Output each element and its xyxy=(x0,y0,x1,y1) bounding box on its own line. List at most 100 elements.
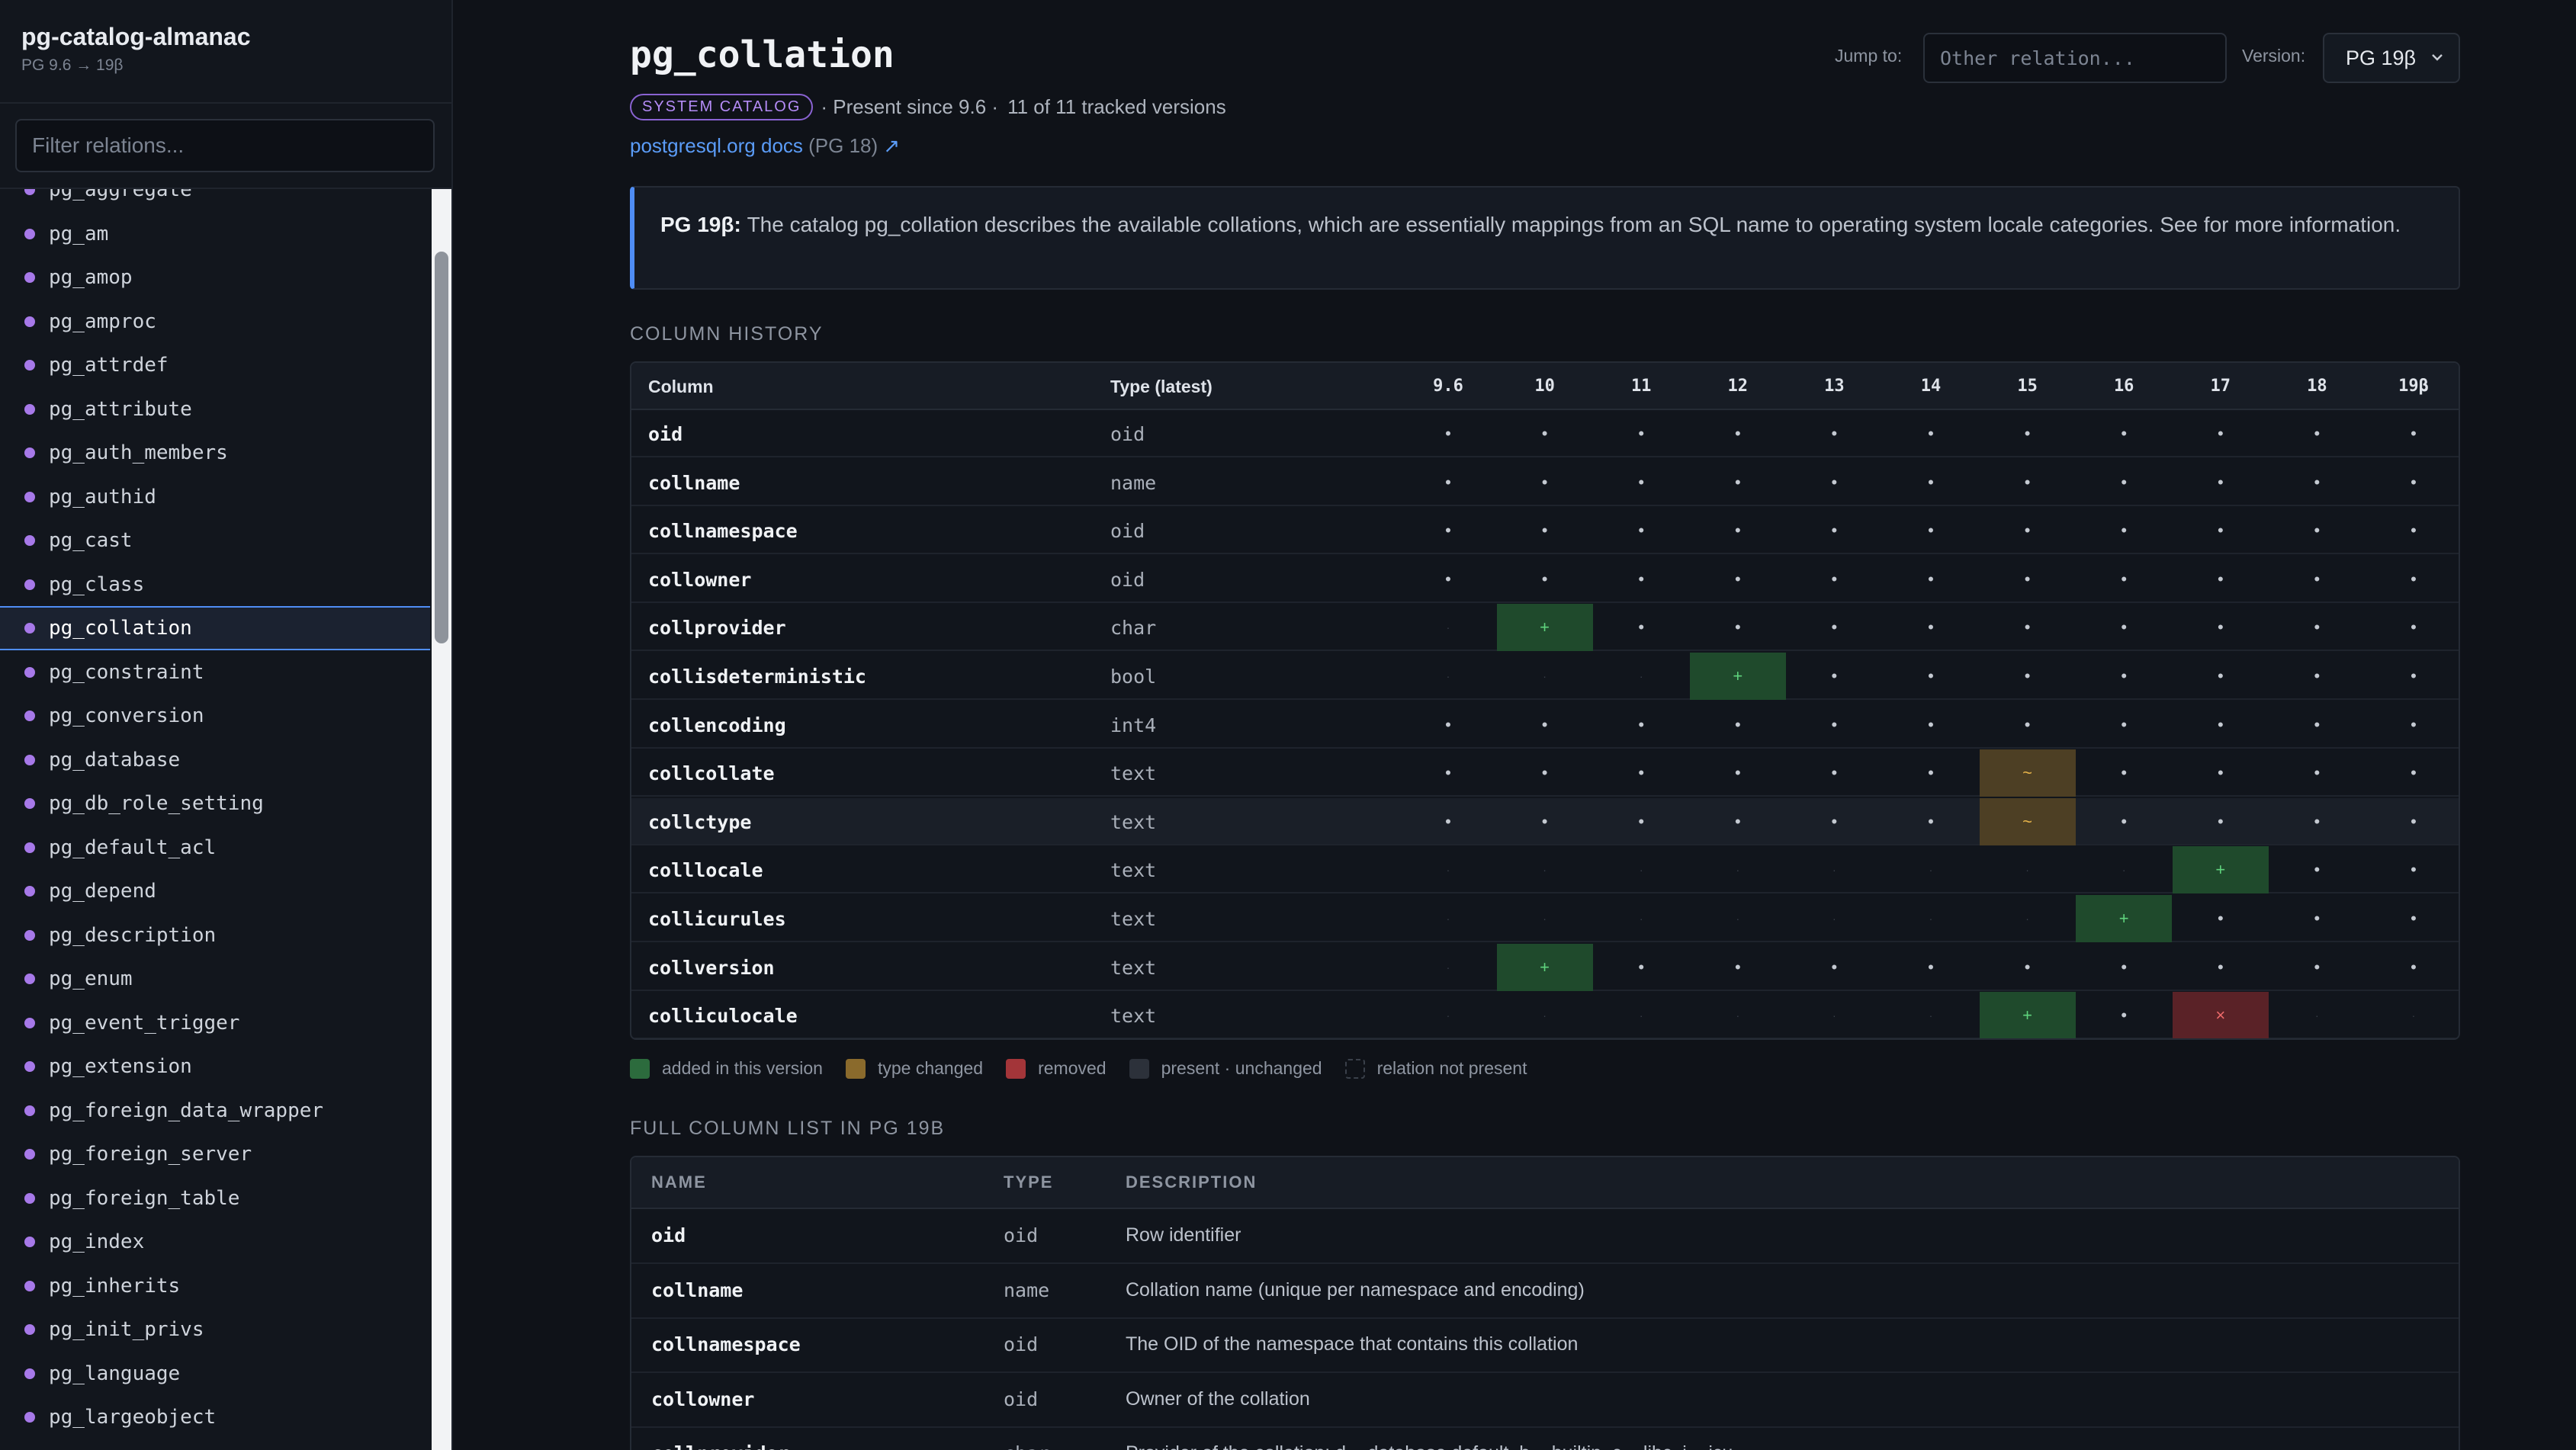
not-present-cell: · xyxy=(1446,961,1450,974)
sidebar-item-pg-authid[interactable]: pg_authid xyxy=(0,475,430,519)
present-cell: • xyxy=(2314,424,2321,443)
history-row[interactable]: collversion text · + • • • • • • • • • xyxy=(631,943,2459,991)
sidebar-item-pg-aggregate[interactable]: pg_aggregate xyxy=(0,189,430,212)
relation-dot-icon xyxy=(24,316,35,327)
history-row[interactable]: collcollate text • • • • • • ~ • • • • xyxy=(631,749,2459,797)
sidebar-item-pg-class[interactable]: pg_class xyxy=(0,563,430,607)
history-row[interactable]: collowner oid • • • • • • • • • • • xyxy=(631,556,2459,603)
relation-dot-icon xyxy=(24,1017,35,1028)
history-row[interactable]: collicurules text · · · · · · · + • • • xyxy=(631,895,2459,942)
history-column-type: oid xyxy=(1110,423,1145,445)
history-row[interactable]: collname name • • • • • • • • • • • xyxy=(631,459,2459,506)
history-row[interactable]: collisdeterministic bool · · · + • • • • • • • xyxy=(631,653,2459,700)
sidebar-item-pg-foreign-data-wrapper[interactable]: pg_foreign_data_wrapper xyxy=(0,1089,430,1133)
present-cell: • xyxy=(2121,424,2128,443)
not-present-cell: · xyxy=(1832,913,1836,925)
present-cell: • xyxy=(1928,521,1934,541)
sidebar-item-pg-cast[interactable]: pg_cast xyxy=(0,518,430,563)
present-cell: • xyxy=(2411,424,2417,443)
sidebar-item-pg-event-trigger[interactable]: pg_event_trigger xyxy=(0,1001,430,1045)
present-cell: • xyxy=(2217,763,2224,783)
present-cell: • xyxy=(2411,714,2417,734)
sidebar-item-pg-index[interactable]: pg_index xyxy=(0,1220,430,1264)
history-row[interactable]: collencoding int4 • • • • • • • • • • • xyxy=(631,701,2459,749)
docs-version: (PG 18) xyxy=(808,134,878,157)
table-row: collprovider char Provider of the collatio… xyxy=(631,1427,2459,1450)
jump-to-input[interactable] xyxy=(1923,33,2227,83)
sidebar-item-pg-attribute[interactable]: pg_attribute xyxy=(0,387,430,431)
sidebar-item-pg-auth-members[interactable]: pg_auth_members xyxy=(0,431,430,475)
sidebar-item-pg-amop[interactable]: pg_amop xyxy=(0,255,430,300)
sidebar-item-pg-init-privs[interactable]: pg_init_privs xyxy=(0,1307,430,1352)
brand: pg-catalog-almanac PG 9.6 → 19β xyxy=(21,21,251,75)
present-cell: • xyxy=(1928,811,1934,831)
history-row[interactable]: colllocale text · · · · · · · · + • • xyxy=(631,846,2459,894)
column-name: collprovider xyxy=(651,1442,789,1450)
present-cell: • xyxy=(1638,957,1645,977)
present-cell: • xyxy=(1734,569,1741,589)
not-present-cell: · xyxy=(1446,621,1450,634)
sidebar-item-pg-language[interactable]: pg_language xyxy=(0,1352,430,1396)
sidebar-item-pg-depend[interactable]: pg_depend xyxy=(0,869,430,913)
present-cell: • xyxy=(1734,521,1741,541)
present-cell: • xyxy=(2314,860,2321,880)
sidebar-item-pg-largeobject[interactable]: pg_largeobject xyxy=(0,1395,430,1439)
sidebar-item-pg-enum[interactable]: pg_enum xyxy=(0,957,430,1001)
tracked-versions-text: 11 of 11 tracked versions xyxy=(1007,95,1226,118)
docs-link[interactable]: postgresql.org docs xyxy=(630,134,803,157)
sidebar-item-pg-database[interactable]: pg_database xyxy=(0,738,430,782)
present-cell: • xyxy=(2314,909,2321,928)
present-cell: • xyxy=(1831,521,1838,541)
sidebar-item-pg-default-acl[interactable]: pg_default_acl xyxy=(0,826,430,870)
present-cell: • xyxy=(1734,424,1741,443)
sidebar-item-label: pg_extension xyxy=(49,1055,192,1078)
filter-relations-input[interactable] xyxy=(15,119,435,172)
sidebar-item-label: pg_init_privs xyxy=(49,1318,204,1341)
sidebar-item-pg-attrdef[interactable]: pg_attrdef xyxy=(0,343,430,387)
sidebar-item-pg-extension[interactable]: pg_extension xyxy=(0,1044,430,1089)
not-present-cell: · xyxy=(1543,670,1547,682)
version-header: 12 xyxy=(1727,377,1749,396)
relation-dot-icon xyxy=(24,448,35,458)
history-row[interactable]: collctype text • • • • • • ~ • • • • xyxy=(631,797,2459,845)
present-cell: • xyxy=(2314,618,2321,637)
sidebar-item-pg-collation[interactable]: pg_collation xyxy=(0,606,430,650)
page-title: pg_collation xyxy=(630,34,895,76)
history-row[interactable]: colliculocale text · · · · · · + • × · · xyxy=(631,992,2459,1038)
history-row[interactable]: oid oid • • • • • • • • • • • xyxy=(631,410,2459,457)
present-cell: • xyxy=(1928,569,1934,589)
column-name: collowner xyxy=(651,1387,755,1410)
sidebar: pg-catalog-almanac PG 9.6 → 19β pg_aggre… xyxy=(0,0,453,1450)
not-present-cell: · xyxy=(1832,864,1836,877)
sidebar-item-pg-conversion[interactable]: pg_conversion xyxy=(0,694,430,738)
sidebar-item-pg-foreign-table[interactable]: pg_foreign_table xyxy=(0,1176,430,1221)
history-row[interactable]: collnamespace oid • • • • • • • • • • • xyxy=(631,507,2459,555)
history-column-type: text xyxy=(1110,762,1157,785)
sidebar-item-pg-inherits[interactable]: pg_inherits xyxy=(0,1264,430,1308)
present-cell: • xyxy=(1445,569,1451,589)
system-catalog-badge: SYSTEM CATALOG xyxy=(630,93,814,120)
sidebar-item-pg-description[interactable]: pg_description xyxy=(0,913,430,958)
sidebar-item-pg-foreign-server[interactable]: pg_foreign_server xyxy=(0,1132,430,1176)
history-column-name: collprovider xyxy=(648,617,786,640)
app-title: pg-catalog-almanac xyxy=(21,23,251,50)
present-cell: • xyxy=(1831,569,1838,589)
present-cell: • xyxy=(2314,714,2321,734)
legend-swatch xyxy=(1006,1058,1026,1079)
present-cell: • xyxy=(2121,521,2128,541)
present-cell: • xyxy=(2121,618,2128,637)
relation-dot-icon xyxy=(24,535,35,546)
sidebar-item-pg-constraint[interactable]: pg_constraint xyxy=(0,650,430,695)
legend-swatch xyxy=(630,1058,650,1079)
not-present-cell: · xyxy=(1639,864,1643,877)
sidebar-scrollbar-thumb[interactable] xyxy=(435,252,448,643)
present-cell: • xyxy=(1541,521,1548,541)
history-row[interactable]: collprovider char · + • • • • • • • • • xyxy=(631,604,2459,652)
present-cell: • xyxy=(2024,472,2031,492)
version-select[interactable]: PG 19β xyxy=(2323,33,2460,83)
present-cell: • xyxy=(1445,811,1451,831)
sidebar-item-pg-db-role-setting[interactable]: pg_db_role_setting xyxy=(0,781,430,826)
sidebar-item-pg-am[interactable]: pg_am xyxy=(0,212,430,256)
type-header: Type (latest) xyxy=(1110,377,1213,396)
sidebar-item-pg-amproc[interactable]: pg_amproc xyxy=(0,300,430,344)
